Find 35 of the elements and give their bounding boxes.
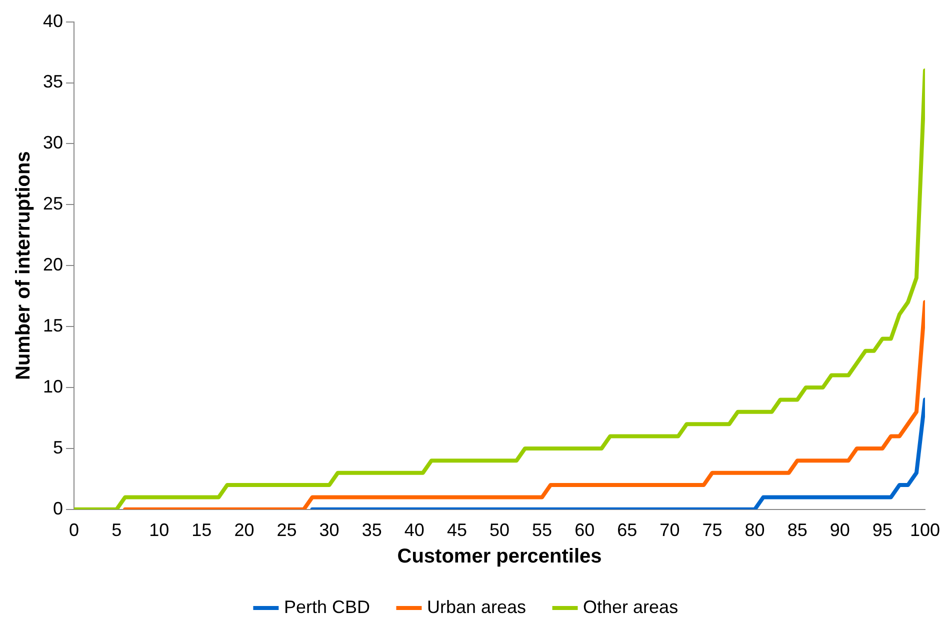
y-tick-label: 10 [42,376,64,396]
x-tick-label: 70 [660,520,680,540]
x-tick-label: 80 [744,520,765,540]
y-tick-label: 15 [42,316,64,336]
y-tick-label: 0 [53,498,64,518]
x-tick-label: 55 [532,520,552,540]
x-tick-label: 60 [574,520,595,540]
x-tick-label: 20 [234,520,254,540]
legend-label: Urban areas [426,596,526,617]
x-tick-label: 65 [617,520,638,540]
x-tick-label: 45 [446,520,467,540]
y-tick-label: 20 [42,254,64,275]
y-tick-label: 5 [53,437,64,458]
x-tick-label: 95 [872,520,892,540]
x-tick-label: 50 [489,520,510,540]
legend-label: Perth CBD [284,596,370,617]
x-tick-label: 75 [702,520,722,540]
x-tick-label: 90 [830,520,850,540]
x-tick-label: 30 [319,520,340,540]
y-tick-label: 35 [42,72,64,92]
x-tick-label: 35 [362,520,382,540]
y-axis-title: Number of interruptions [12,151,35,380]
legend-label: Other areas [583,596,678,617]
x-tick-label: 85 [787,520,808,540]
y-tick-label: 40 [42,10,64,31]
x-tick-label: 25 [276,520,297,540]
x-tick-label: 5 [112,520,122,540]
x-tick-label: 15 [192,520,212,540]
x-tick-label: 0 [69,520,80,540]
x-tick-label: 100 [910,520,940,540]
y-tick-label: 25 [42,194,64,214]
x-axis-title: Customer percentiles [397,546,602,568]
x-tick-label: 40 [404,520,424,540]
y-tick-label: 30 [42,132,64,153]
x-tick-label: 10 [149,520,170,540]
